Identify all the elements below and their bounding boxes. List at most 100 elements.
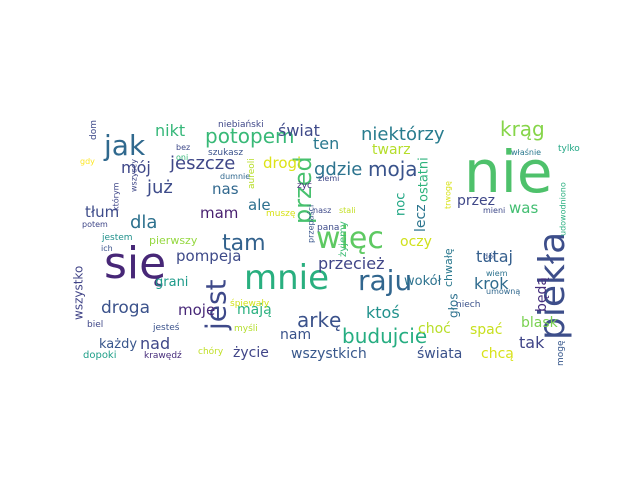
word-85: dom [89, 120, 99, 140]
word-27: nikt [155, 121, 185, 140]
word-28: mój [121, 158, 151, 177]
word-87: dumnie [220, 172, 250, 181]
word-89: ziemi [318, 174, 339, 183]
word-72: niech [456, 300, 480, 310]
word-75: mogę [556, 340, 566, 366]
word-23: tutaj [476, 247, 513, 266]
word-84: oni [176, 153, 188, 162]
word-92: którym [110, 182, 120, 211]
word-97: nasz [313, 206, 331, 215]
word-18: gdzie [314, 159, 362, 180]
word-100: trwogę [443, 181, 452, 209]
word-12: potopem [205, 124, 295, 148]
word-76: dół [483, 251, 496, 261]
word-91: pana [317, 223, 339, 233]
word-38: przez [457, 193, 495, 209]
word-41: noc [393, 193, 408, 216]
word-81: niebiański [218, 120, 264, 130]
word-20: dla [130, 212, 157, 233]
word-15: moja [368, 157, 418, 181]
word-77: mieni [483, 206, 505, 215]
word-64: biel [87, 320, 103, 330]
word-67: śpiewały [230, 298, 270, 309]
word-19: już [146, 177, 173, 198]
word-82: bez [176, 143, 190, 152]
word-51: wszystkich [291, 346, 367, 362]
word-31: nas [212, 180, 239, 198]
word-83: szukasz [208, 148, 243, 158]
word-1: nie [464, 138, 553, 206]
word-60: głos [447, 293, 461, 318]
word-99: przepaści [305, 205, 315, 243]
word-9: przed [289, 156, 317, 224]
word-37: twarz [372, 142, 411, 158]
word-25: ktoś [366, 303, 400, 322]
word-36: was [509, 199, 538, 217]
word-5: więc [316, 221, 384, 256]
word-80: właśnie [511, 147, 541, 157]
word-54: będą [534, 277, 550, 312]
word-49: nam [280, 327, 311, 343]
word-66: myśli [234, 323, 258, 334]
word-86: gdy [80, 157, 95, 166]
word-17: jeszcze [169, 153, 235, 174]
word-55: chcą [481, 346, 514, 362]
word-10: tam [222, 231, 266, 256]
word-29: ten [313, 134, 339, 153]
word-74: wiem [486, 269, 508, 278]
word-50: życie [233, 345, 269, 361]
word-7: jest [199, 279, 232, 331]
word-63: jestem [101, 233, 133, 243]
word-58: grani [155, 275, 188, 290]
word-45: spać [470, 322, 502, 338]
word-44: choć [418, 321, 451, 337]
word-2: się [104, 238, 166, 289]
word-96: muszę [266, 209, 296, 219]
word-3: piekła [532, 232, 573, 340]
word-59: wszystko [72, 266, 86, 320]
word-33: ale [248, 196, 271, 214]
word-32: mam [200, 204, 238, 222]
word-43: wokół [404, 274, 442, 289]
word-78: udowodniono [558, 182, 567, 236]
word-56: blask [521, 315, 559, 331]
word-13: arkę [297, 308, 341, 332]
word-35: tłum [85, 203, 119, 221]
word-24: krok [474, 274, 509, 293]
word-6: raju [358, 264, 412, 297]
word-4: mnie [244, 258, 329, 298]
word-69: chóry [198, 346, 224, 357]
word-65: jesteś [152, 322, 180, 333]
word-70: krawędź [144, 351, 182, 361]
word-95: ich [101, 244, 113, 253]
word-53: świata [417, 346, 462, 362]
word-22: przecież [318, 254, 384, 273]
word-48: mają [237, 302, 272, 318]
word-79: tylko [558, 144, 580, 154]
word-57: każdy [99, 337, 137, 352]
word-94: potem [82, 220, 108, 229]
word-39: oczy [400, 234, 432, 250]
word-93: wszyscy [129, 159, 138, 192]
word-40: lecz [413, 204, 429, 232]
word-11: budujcie [342, 324, 427, 348]
word-88: aureoli [247, 158, 257, 189]
word-62: pierwszy [149, 234, 198, 247]
word-90: żyć [297, 180, 312, 191]
word-42: ostatni [416, 157, 431, 202]
word-73: umowną [486, 287, 520, 296]
word-71: dopoki [83, 350, 117, 361]
word-14: krąg [500, 117, 545, 141]
word-8: jak [103, 129, 146, 162]
word-47: moje [178, 301, 215, 319]
word-30: drogi [263, 154, 301, 172]
word-61: chwałę [442, 248, 455, 287]
word-68: żyjemy [338, 221, 349, 257]
word-98: stali [339, 206, 356, 215]
word-16: niektórzy [361, 124, 445, 145]
word-21: droga [101, 298, 150, 318]
word-34: pompeja [176, 247, 241, 265]
word-52: tak [519, 333, 545, 352]
word-46: nad [140, 334, 170, 353]
